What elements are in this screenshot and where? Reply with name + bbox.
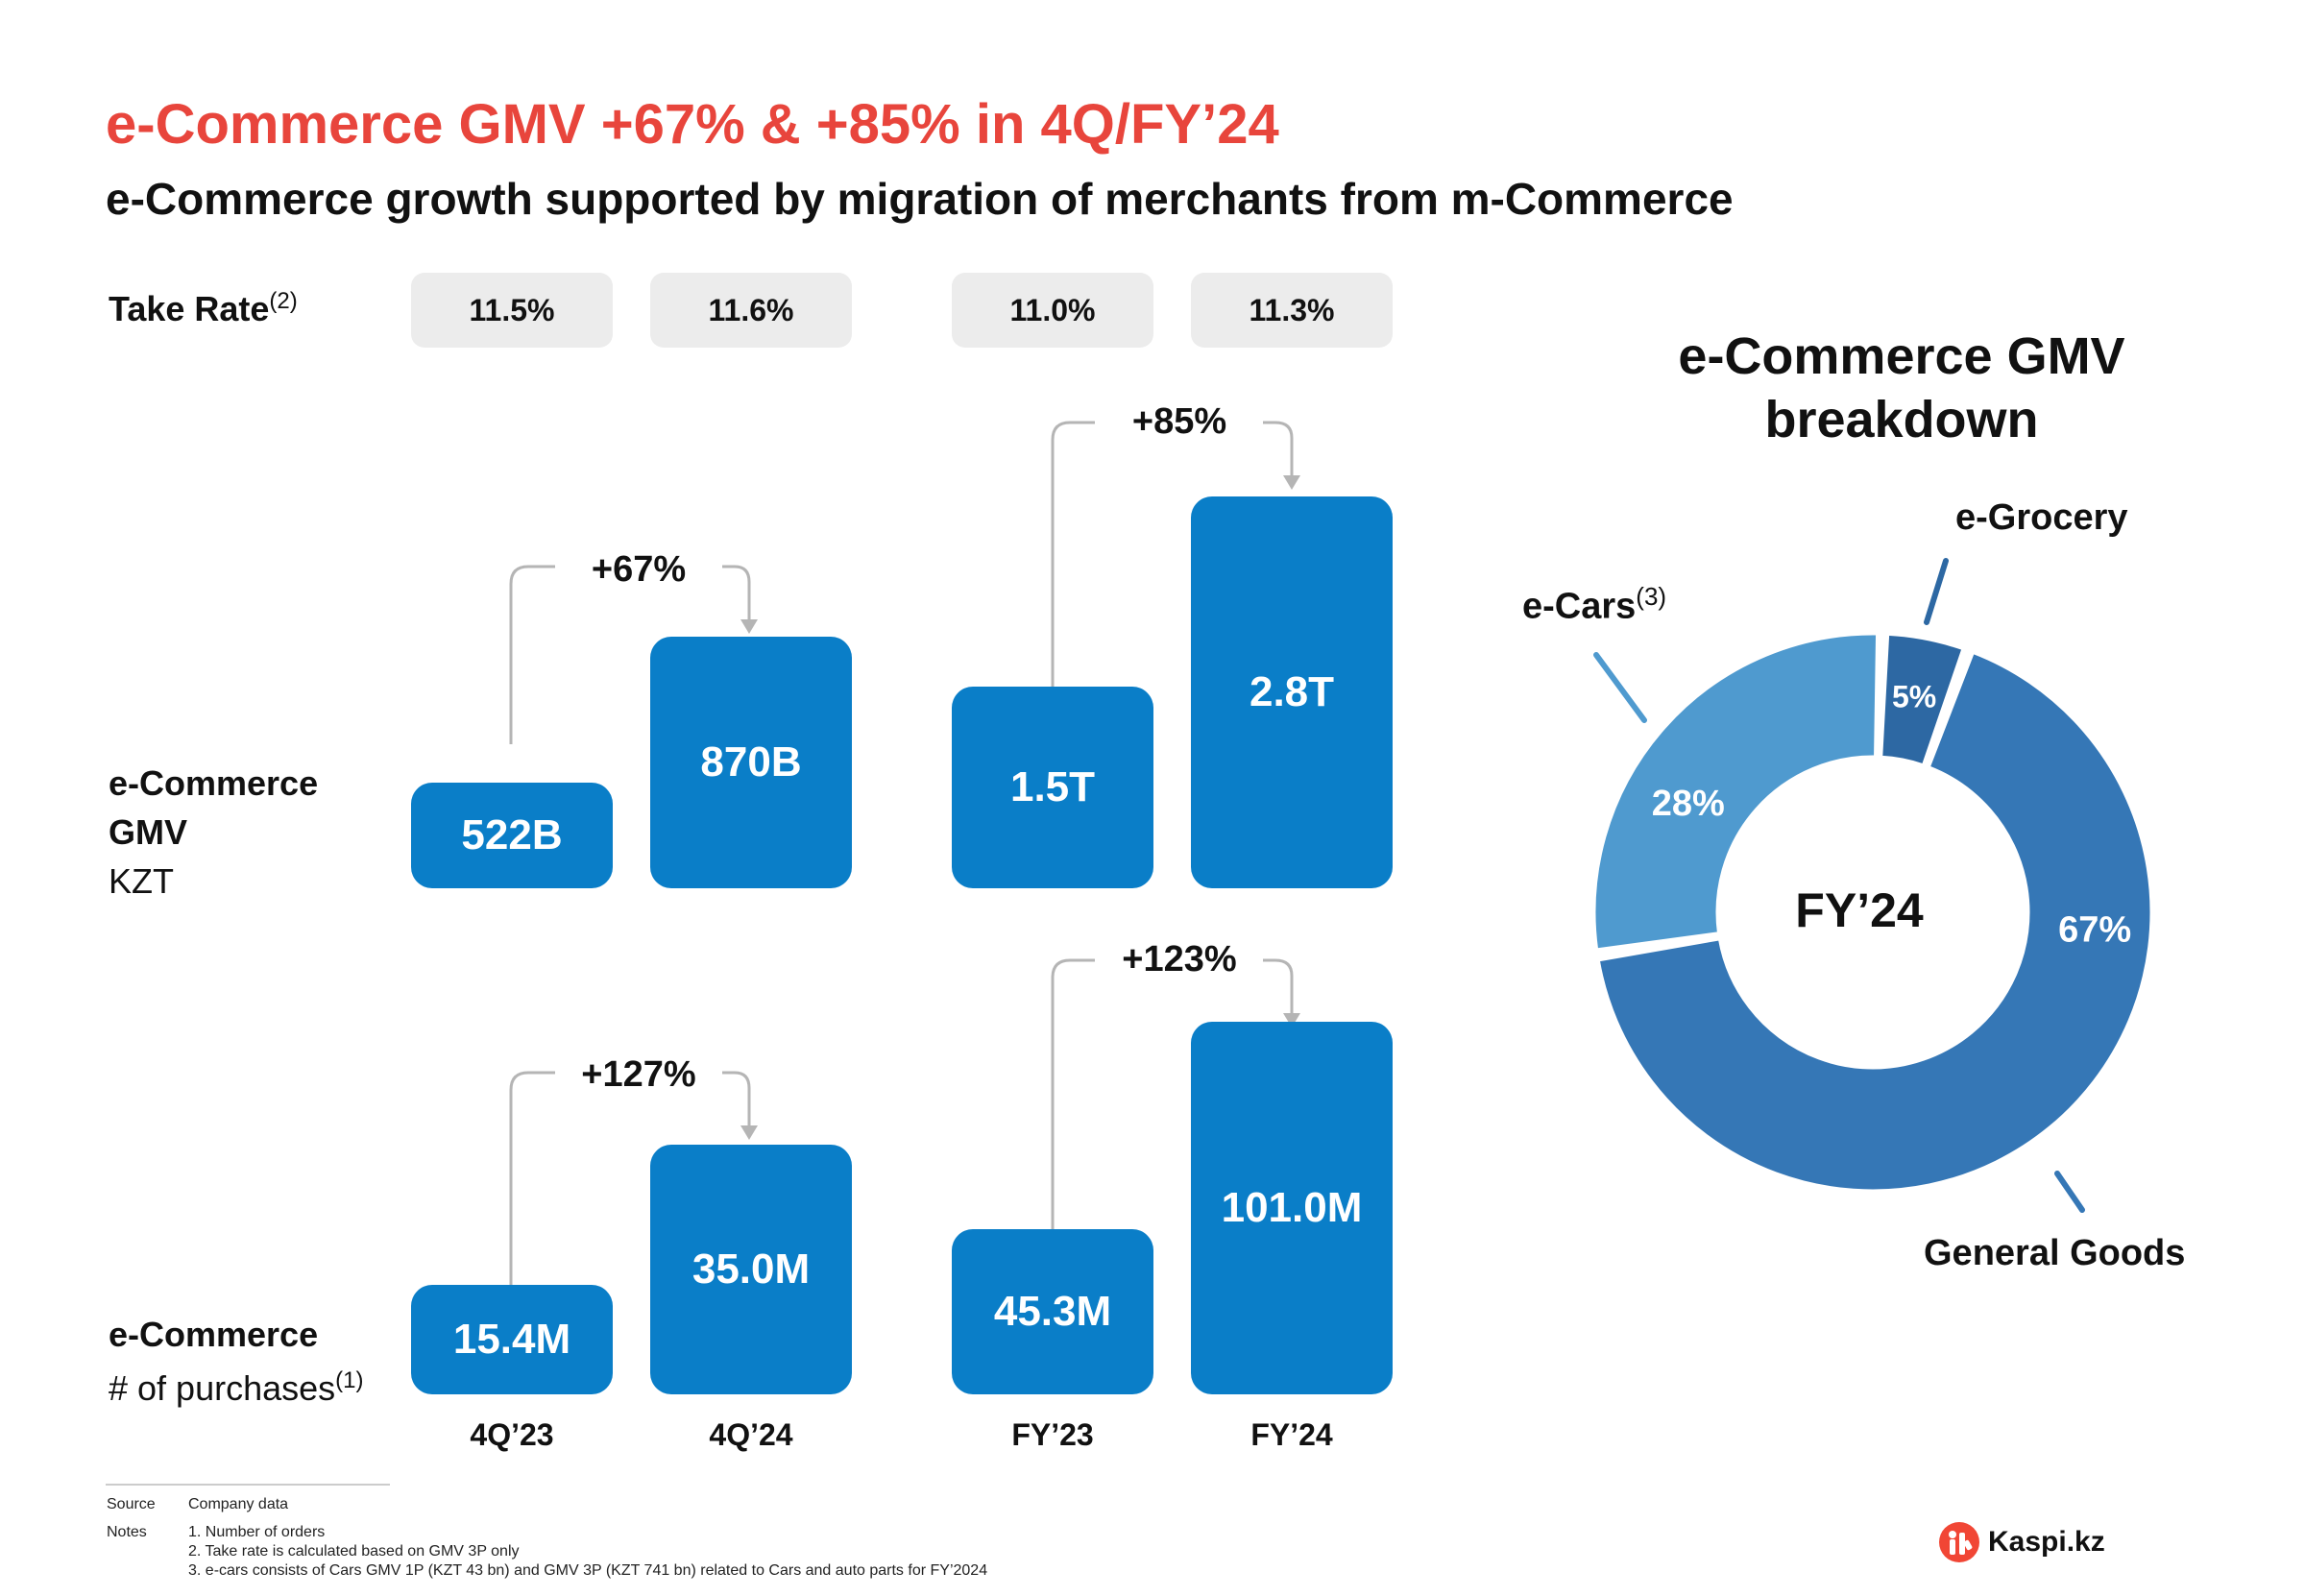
bar-data-label: 45.3M [993, 1288, 1112, 1335]
bar-data-label: 15.4M [452, 1316, 571, 1363]
slice-name-e-grocery: e-Grocery [1955, 497, 2128, 538]
slice-name-e-cars: e-Cars(3) [1522, 582, 1667, 627]
donut-title: e-Commerce GMV breakdown [1678, 327, 2125, 448]
bar: 2.8T [1191, 496, 1393, 888]
bar: 870B [650, 637, 852, 888]
take-rate-pill: 11.5% [411, 273, 613, 348]
slice-data-label: 67% [2058, 909, 2131, 950]
notes-label: Notes [107, 1524, 147, 1540]
slice-name-general-goods: General Goods [1924, 1233, 2186, 1273]
x-tick-label: FY’24 [1250, 1417, 1333, 1452]
donut-slice [1880, 632, 1965, 767]
donut-chart: 5% 67% 28% FY’24 [1592, 632, 2153, 1193]
bar-data-label: 870B [700, 738, 802, 786]
bar: 15.4M [411, 1285, 613, 1394]
gmv-row-label: e-Commerce GMV KZT [109, 763, 319, 901]
note-item: 1. Number of orders [188, 1524, 326, 1540]
bar: 35.0M [650, 1145, 852, 1394]
donut-slice [1596, 650, 2153, 1193]
growth-label: +67% [591, 549, 687, 590]
take-rate-pill: 11.3% [1191, 273, 1393, 348]
donut-slice [1592, 632, 1880, 952]
growth-label: +127% [581, 1054, 696, 1095]
page-subtitle: e-Commerce growth supported by migration… [106, 174, 1734, 224]
growth-label: +85% [1131, 401, 1227, 442]
note-item: 3. e-cars consists of Cars GMV 1P (KZT 4… [188, 1562, 988, 1579]
x-tick-label: FY’23 [1011, 1417, 1094, 1452]
page-title: e-Commerce GMV +67% & +85% in 4Q/FY’24 [106, 93, 1279, 156]
bar: 45.3M [952, 1229, 1153, 1394]
growth-label: +123% [1122, 939, 1237, 979]
kaspi-logo-text: Kaspi.kz [1988, 1526, 2105, 1558]
slice-data-label: 5% [1892, 680, 1936, 714]
take-rate-pill: 11.0% [952, 273, 1153, 348]
x-tick-label: 4Q’23 [470, 1417, 554, 1452]
bar-data-label: 35.0M [692, 1245, 811, 1293]
bar-data-label: 522B [461, 811, 563, 858]
purchases-row-label: e-Commerce # of purchases(1) [109, 1315, 364, 1408]
bar: 522B [411, 783, 613, 888]
source-label: Source [107, 1496, 156, 1512]
take-rate-label: Take Rate(2) [109, 288, 298, 328]
bar: 101.0M [1191, 1022, 1393, 1394]
bar-data-label: 101.0M [1221, 1184, 1363, 1231]
bar: 1.5T [952, 687, 1153, 888]
kaspi-logo-icon [1939, 1522, 1979, 1562]
source-text: Company data [188, 1496, 289, 1512]
x-tick-label: 4Q’24 [709, 1417, 793, 1452]
bar-data-label: 1.5T [1009, 763, 1096, 810]
bar-data-label: 2.8T [1249, 668, 1335, 715]
note-item: 2. Take rate is calculated based on GMV … [188, 1543, 520, 1560]
slice-data-label: 28% [1652, 784, 1725, 824]
take-rate-pill: 11.6% [650, 273, 852, 348]
footer-divider [106, 1484, 390, 1486]
donut-center-label: FY’24 [1795, 883, 1924, 937]
